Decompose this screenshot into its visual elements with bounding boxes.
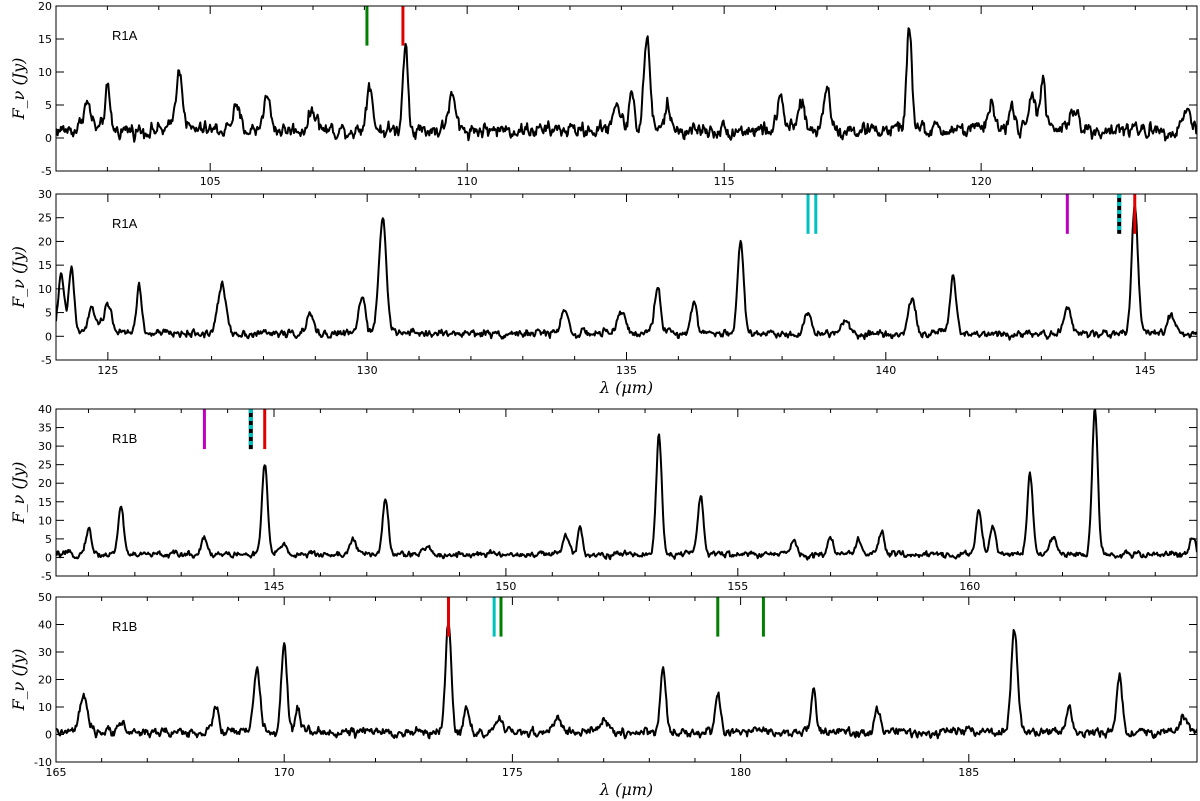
panel-label: R1B	[112, 431, 137, 446]
spectrum-line	[56, 205, 1197, 341]
y-tick-label: 10	[38, 66, 52, 79]
x-tick-label: 150	[495, 580, 516, 593]
y-tick-label: 0	[45, 551, 52, 564]
y-tick-label: 15	[38, 33, 52, 46]
y-tick-label: 30	[38, 646, 52, 659]
plot-frame	[55, 193, 1198, 361]
spectrum-panel-1: 105 110 115 120 -5 0 5 10 15 20 R1A F_ν (Jy)	[9, 0, 1198, 188]
y-tick-label: 10	[38, 514, 52, 527]
x-tick-label: 155	[727, 580, 748, 593]
y-tick-label: 25	[38, 459, 52, 472]
y-tick-label: 50	[38, 591, 52, 604]
y-tick-label: 35	[38, 422, 52, 435]
y-tick-label: -5	[41, 570, 52, 583]
y-tick-label: 15	[38, 259, 52, 272]
x-tick-label: 175	[502, 766, 523, 779]
panel-label: R1B	[112, 619, 137, 634]
plot-frame	[55, 408, 1198, 577]
y-axis-label: F_ν (Jy)	[9, 462, 28, 525]
spectrum-panel-4: 165 170 175 180 185 -10 0 10 20 30 40 50 R1B F_ν (Jy)…	[9, 591, 1198, 799]
y-tick-label: 30	[38, 440, 52, 453]
x-tick-label: 125	[97, 364, 118, 377]
panel-label: R1A	[112, 28, 138, 43]
y-tick-label: 20	[38, 235, 52, 248]
y-tick-label: 40	[38, 619, 52, 632]
spectrum-line	[56, 621, 1197, 740]
y-tick-label: 40	[38, 403, 52, 416]
y-tick-label: 30	[38, 188, 52, 201]
x-tick-label: 160	[959, 580, 980, 593]
y-tick-label: 25	[38, 212, 52, 225]
x-tick-label: 110	[457, 175, 478, 188]
y-axis-label: F_ν (Jy)	[9, 649, 28, 712]
x-tick-label: 105	[200, 175, 221, 188]
y-axis-label: F_ν (Jy)	[9, 58, 28, 121]
x-tick-label: 120	[971, 175, 992, 188]
y-tick-label: -5	[41, 354, 52, 367]
x-tick-label: 115	[714, 175, 735, 188]
y-tick-label: 5	[45, 307, 52, 320]
y-tick-label: 5	[45, 99, 52, 112]
x-tick-label: 140	[875, 364, 896, 377]
x-tick-label: 130	[357, 364, 378, 377]
spectrum-line	[56, 27, 1197, 143]
spectrum-panel-2: 125 130 135 140 145 -5 0 5 10 15 20 25 30 R1A F_ν (Jy)…	[9, 188, 1198, 397]
y-tick-label: 0	[45, 729, 52, 742]
x-tick-label: 170	[274, 766, 295, 779]
y-tick-label: 20	[38, 0, 52, 13]
y-tick-label: -10	[34, 756, 52, 769]
x-tick-label: 185	[958, 766, 979, 779]
spectrum-panel-3: 145 150 155 160 -5 0 5 10 15 20 25 30 35 40 R1B F_ν (Jy…	[9, 403, 1198, 593]
x-tick-label: 135	[616, 364, 637, 377]
spectrum-line	[56, 409, 1197, 561]
y-tick-label: 10	[38, 283, 52, 296]
x-tick-label: 165	[46, 766, 67, 779]
y-tick-label: 10	[38, 701, 52, 714]
y-tick-label: 20	[38, 674, 52, 687]
y-tick-label: -5	[41, 165, 52, 178]
y-tick-label: 20	[38, 477, 52, 490]
y-tick-label: 0	[45, 330, 52, 343]
x-tick-label: 180	[730, 766, 751, 779]
y-tick-label: 15	[38, 496, 52, 509]
y-tick-label: 0	[45, 132, 52, 145]
plot-frame	[55, 5, 1198, 172]
panel-label: R1A	[112, 216, 138, 231]
y-axis-label: F_ν (Jy)	[9, 246, 28, 309]
x-tick-label: 145	[1135, 364, 1156, 377]
x-axis-label: λ (μm)	[599, 780, 653, 799]
y-tick-label: 5	[45, 533, 52, 546]
x-tick-label: 145	[263, 580, 284, 593]
x-axis-label: λ (μm)	[599, 378, 653, 397]
